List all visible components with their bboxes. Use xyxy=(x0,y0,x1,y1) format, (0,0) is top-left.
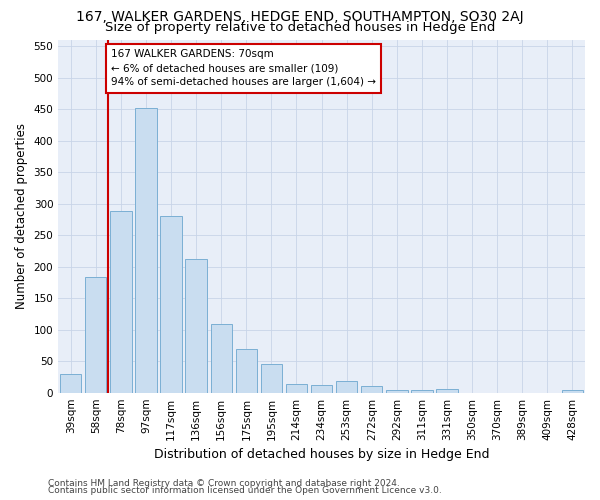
Bar xyxy=(562,390,583,392)
Text: 167, WALKER GARDENS, HEDGE END, SOUTHAMPTON, SO30 2AJ: 167, WALKER GARDENS, HEDGE END, SOUTHAMP… xyxy=(76,10,524,24)
Bar xyxy=(411,390,433,392)
Bar xyxy=(336,380,358,392)
Bar xyxy=(60,374,82,392)
Bar xyxy=(311,385,332,392)
Bar xyxy=(211,324,232,392)
Bar xyxy=(436,389,458,392)
Bar xyxy=(386,390,407,392)
Bar xyxy=(261,364,282,392)
Text: Size of property relative to detached houses in Hedge End: Size of property relative to detached ho… xyxy=(105,21,495,34)
Text: 167 WALKER GARDENS: 70sqm
← 6% of detached houses are smaller (109)
94% of semi-: 167 WALKER GARDENS: 70sqm ← 6% of detach… xyxy=(111,50,376,88)
Bar xyxy=(110,212,131,392)
Bar xyxy=(185,259,207,392)
Bar xyxy=(286,384,307,392)
Bar xyxy=(160,216,182,392)
Bar xyxy=(85,278,106,392)
Text: Contains public sector information licensed under the Open Government Licence v3: Contains public sector information licen… xyxy=(48,486,442,495)
Text: Contains HM Land Registry data © Crown copyright and database right 2024.: Contains HM Land Registry data © Crown c… xyxy=(48,478,400,488)
Bar xyxy=(236,348,257,393)
Bar xyxy=(136,108,157,393)
Bar xyxy=(361,386,382,392)
X-axis label: Distribution of detached houses by size in Hedge End: Distribution of detached houses by size … xyxy=(154,448,490,461)
Y-axis label: Number of detached properties: Number of detached properties xyxy=(15,124,28,310)
